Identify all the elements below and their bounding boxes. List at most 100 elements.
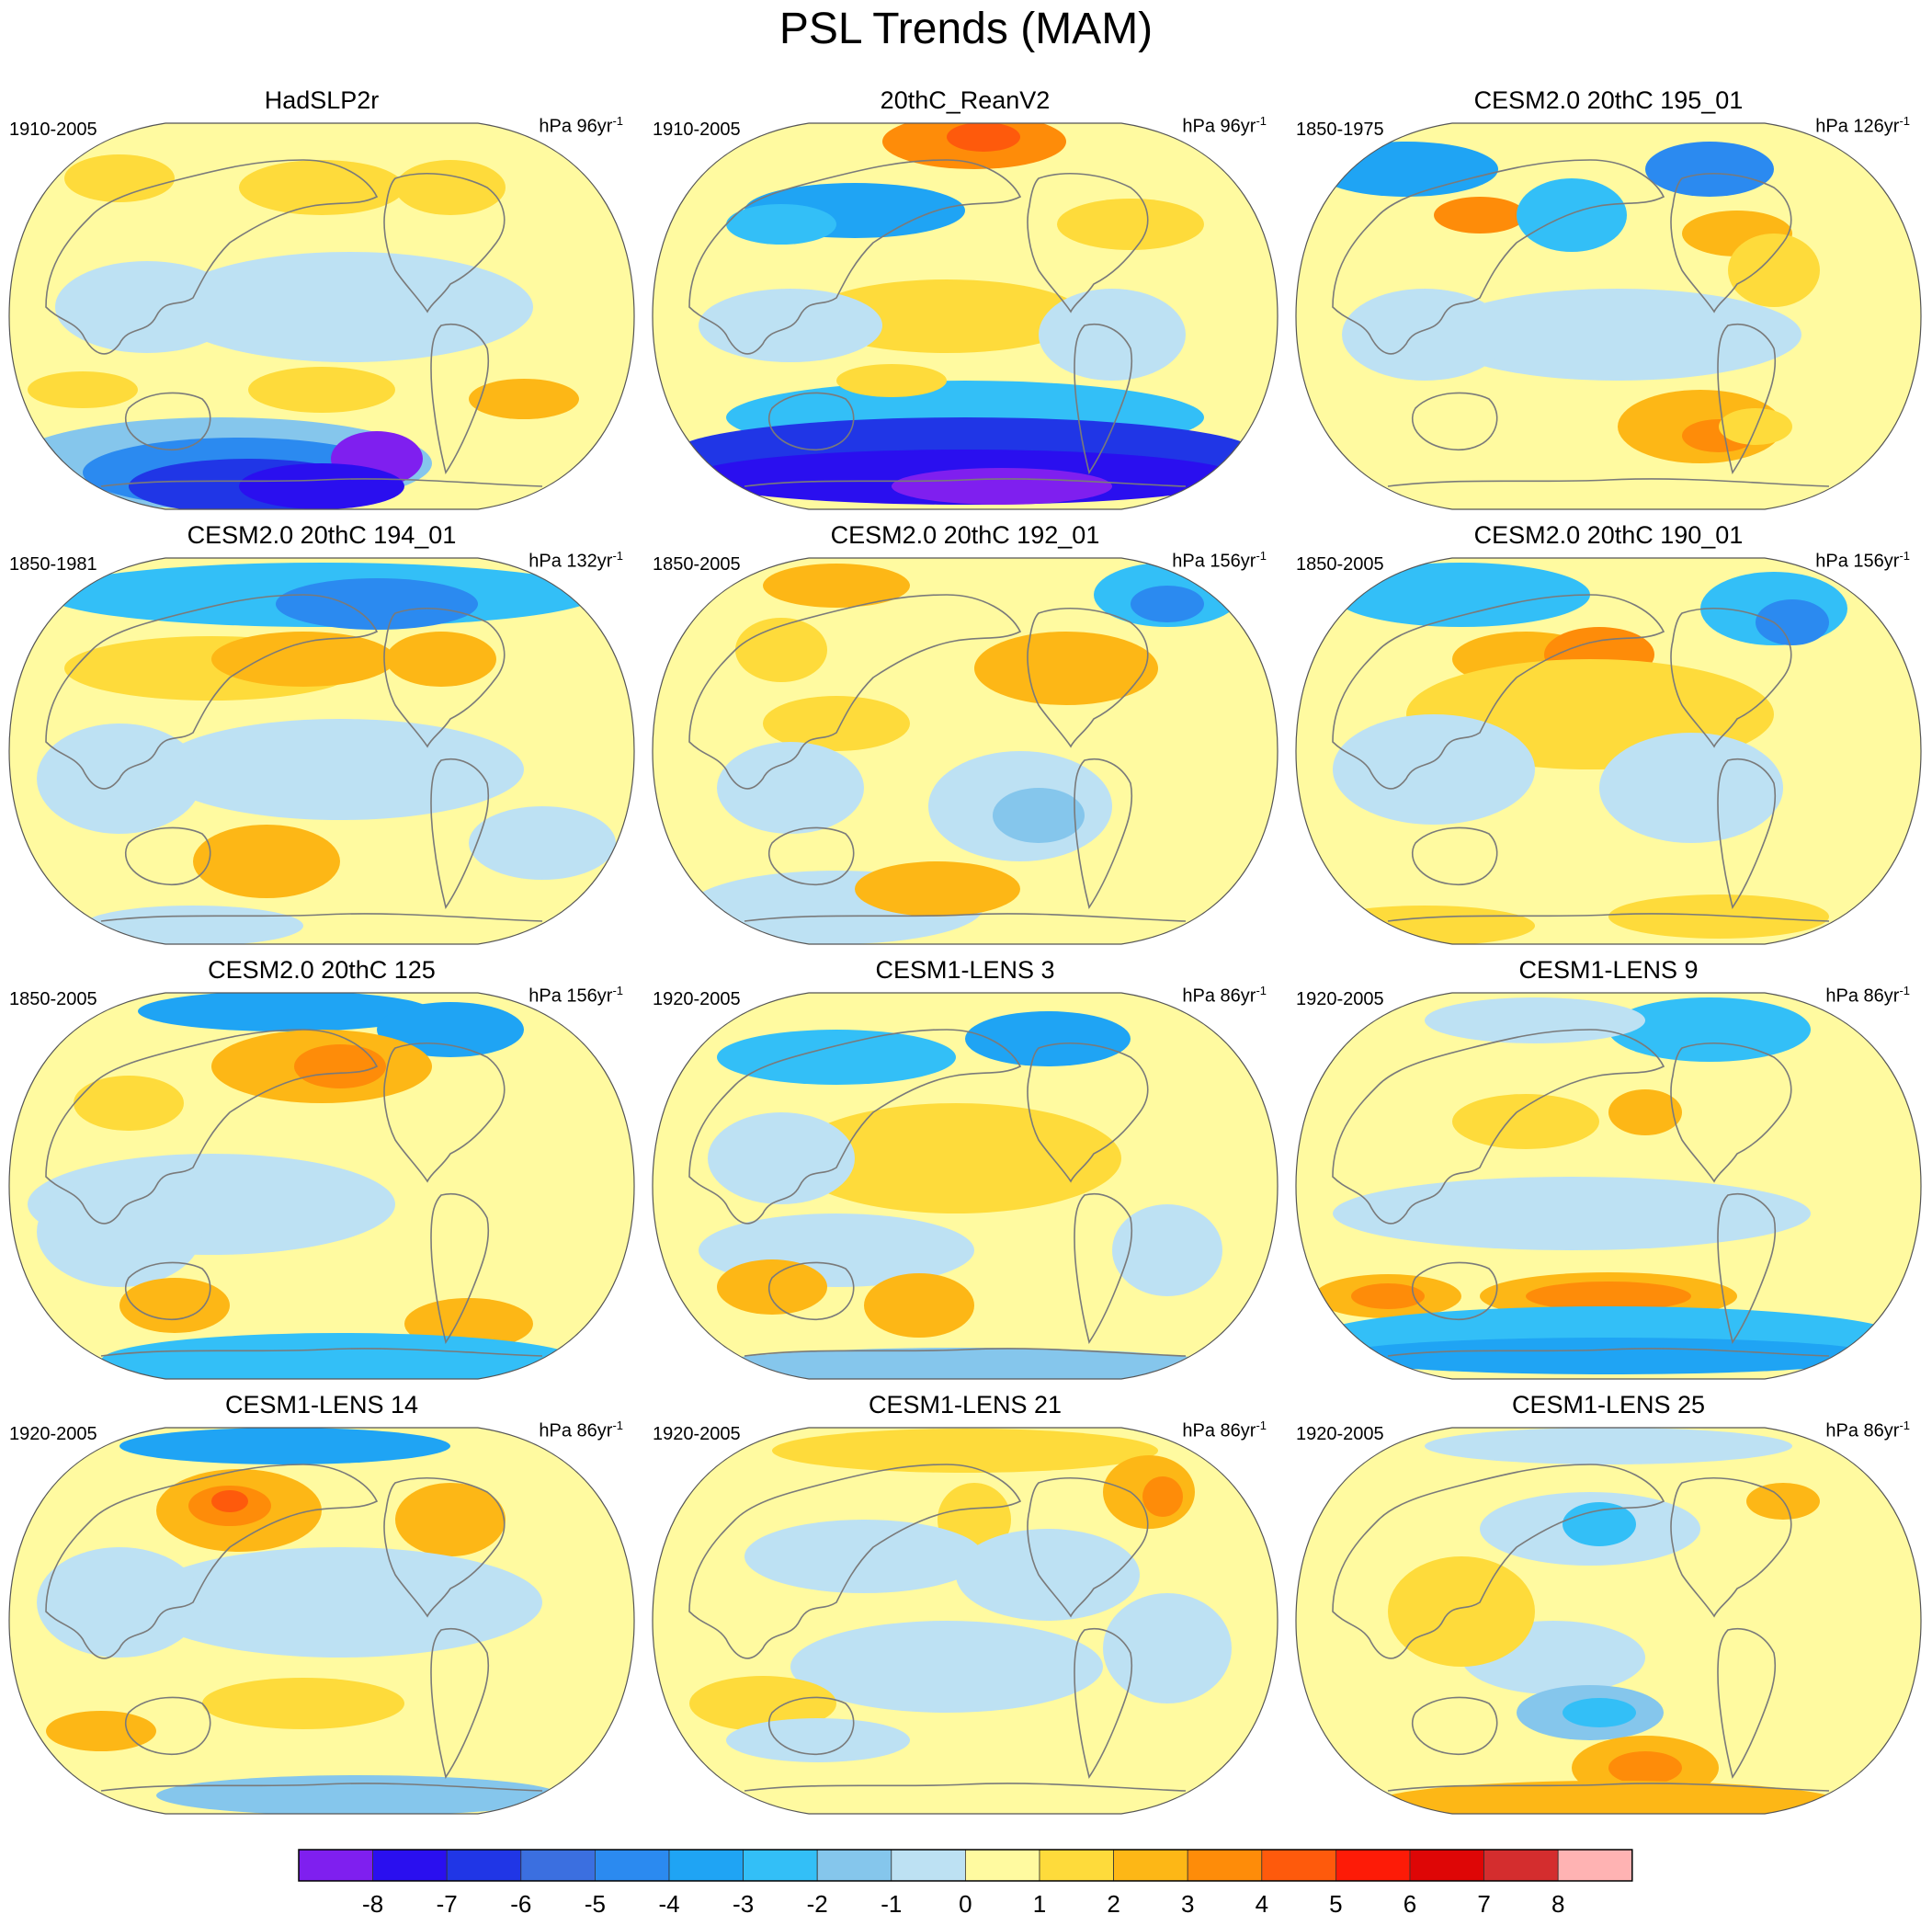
trend-contour bbox=[717, 1259, 827, 1315]
trend-contour bbox=[239, 463, 404, 509]
panel-units: hPa 86yr-1 bbox=[1825, 984, 1910, 1007]
trend-contour bbox=[1351, 1283, 1425, 1309]
trend-contour bbox=[763, 696, 910, 751]
colorbar-tick-label: 4 bbox=[1256, 1890, 1268, 1914]
trend-contour bbox=[193, 825, 340, 898]
panel-units: hPa 96yr-1 bbox=[1182, 114, 1267, 137]
panel-title: CESM1-LENS 3 bbox=[875, 956, 1055, 984]
colorbar-tick-label: 7 bbox=[1477, 1890, 1490, 1914]
trend-contour bbox=[1563, 1502, 1636, 1546]
colorbar-swatch bbox=[816, 1849, 892, 1882]
map-border bbox=[8, 992, 635, 1380]
trend-contour bbox=[993, 788, 1085, 843]
colorbar-swatch bbox=[372, 1849, 448, 1882]
panel-units: hPa 86yr-1 bbox=[1182, 1418, 1267, 1441]
trend-contour bbox=[1608, 1089, 1682, 1135]
map-panel: CESM2.0 20thC 190_01 1850-2005 hPa 156yr… bbox=[1287, 521, 1930, 955]
colorbar-tick-label: 3 bbox=[1181, 1890, 1194, 1914]
map-border bbox=[1295, 557, 1922, 945]
colorbar-tick-label: -8 bbox=[362, 1890, 383, 1914]
trend-contour bbox=[202, 1678, 404, 1729]
map-panel: CESM1-LENS 25 1920-2005 hPa 86yr-1 bbox=[1287, 1391, 1930, 1825]
map-border bbox=[652, 557, 1279, 945]
trend-contour bbox=[1342, 289, 1507, 381]
colorbar-tick-label: -4 bbox=[658, 1890, 679, 1914]
panel-units: hPa 126yr-1 bbox=[1815, 114, 1910, 137]
trend-contour bbox=[947, 123, 1020, 152]
trend-contour bbox=[1333, 563, 1590, 627]
panel-units: hPa 86yr-1 bbox=[539, 1418, 623, 1441]
panel-title: CESM1-LENS 21 bbox=[868, 1391, 1063, 1418]
panel-units: hPa 96yr-1 bbox=[539, 114, 623, 137]
trend-contour bbox=[1719, 408, 1792, 445]
colorbar-tick-label: 0 bbox=[959, 1890, 972, 1914]
trend-contour bbox=[864, 1273, 974, 1338]
colorbar-swatch bbox=[1335, 1849, 1411, 1882]
trend-contour bbox=[248, 367, 395, 413]
trend-contour bbox=[469, 379, 579, 419]
trend-contour bbox=[1756, 599, 1829, 645]
figure-title: PSL Trends (MAM) bbox=[778, 5, 1154, 53]
map-canvas bbox=[8, 992, 635, 1380]
trend-contour bbox=[1333, 1338, 1884, 1374]
coastlines bbox=[1332, 594, 1830, 922]
coastlines bbox=[688, 1029, 1187, 1357]
trend-contour bbox=[156, 719, 524, 820]
panel-period: 1920-2005 bbox=[9, 1424, 97, 1444]
colorbar-tick-label: -5 bbox=[585, 1890, 606, 1914]
panel-units: hPa 132yr-1 bbox=[528, 549, 623, 572]
panel-units: hPa 156yr-1 bbox=[528, 984, 623, 1007]
map-panel: 20thC_ReanV2 1910-2005 hPa 96yr-1 bbox=[643, 86, 1287, 520]
colorbar-tick-label: 6 bbox=[1404, 1890, 1416, 1914]
trend-contour bbox=[790, 1103, 1121, 1213]
colorbar-tick-label: 2 bbox=[1107, 1890, 1119, 1914]
map-canvas bbox=[652, 992, 1279, 1380]
map-canvas bbox=[652, 557, 1279, 945]
trend-contour bbox=[37, 1177, 202, 1287]
trend-contour bbox=[74, 1076, 184, 1131]
trend-contour bbox=[1142, 1476, 1183, 1517]
trend-contour bbox=[211, 632, 395, 687]
colorbar-swatch bbox=[891, 1849, 966, 1882]
map-panel: HadSLP2r 1910-2005 hPa 96yr-1 bbox=[0, 86, 643, 520]
trend-contour bbox=[965, 1011, 1131, 1066]
colorbar-swatch bbox=[520, 1849, 596, 1882]
panel-period: 1850-1981 bbox=[9, 554, 97, 575]
colorbar-frame bbox=[298, 1849, 1633, 1882]
panel-title: CESM1-LENS 9 bbox=[1518, 956, 1699, 984]
panel-period: 1850-2005 bbox=[653, 554, 741, 575]
map-panel: CESM2.0 20thC 125 1850-2005 hPa 156yr-1 bbox=[0, 956, 643, 1390]
trend-contour bbox=[294, 1044, 386, 1088]
panel-period: 1850-1975 bbox=[1296, 120, 1384, 140]
trend-contour bbox=[211, 1490, 248, 1512]
panel-title: CESM2.0 20thC 190_01 bbox=[1473, 521, 1744, 549]
map-border bbox=[1295, 992, 1922, 1380]
trend-contour bbox=[1057, 199, 1204, 250]
coastlines bbox=[45, 1464, 543, 1792]
colorbar-tick-label: 8 bbox=[1551, 1890, 1564, 1914]
colorbar-tick-label: -3 bbox=[733, 1890, 754, 1914]
map-canvas bbox=[652, 1427, 1279, 1815]
trend-contour bbox=[1103, 1593, 1232, 1703]
colorbar-swatch bbox=[446, 1849, 522, 1882]
panel-title: CESM2.0 20thC 194_01 bbox=[187, 521, 457, 549]
trend-contour bbox=[735, 618, 827, 682]
coastlines bbox=[688, 594, 1187, 922]
panel-units: hPa 156yr-1 bbox=[1815, 549, 1910, 572]
map-canvas bbox=[1295, 122, 1922, 510]
map-panel: CESM1-LENS 14 1920-2005 hPa 86yr-1 bbox=[0, 1391, 643, 1825]
map-border bbox=[652, 122, 1279, 510]
map-canvas bbox=[8, 1427, 635, 1815]
map-panel: CESM1-LENS 21 1920-2005 hPa 86yr-1 bbox=[643, 1391, 1287, 1825]
trend-contour bbox=[386, 632, 496, 687]
trend-contour bbox=[239, 160, 404, 215]
panel-title: CESM1-LENS 25 bbox=[1511, 1391, 1706, 1418]
trend-contour bbox=[1452, 1094, 1599, 1149]
panel-units: hPa 86yr-1 bbox=[1825, 1418, 1910, 1441]
trend-contour bbox=[1388, 1556, 1535, 1667]
map-border bbox=[1295, 1427, 1922, 1815]
map-canvas bbox=[1295, 992, 1922, 1380]
trend-contour bbox=[138, 993, 432, 1031]
trend-contour bbox=[717, 742, 864, 834]
trend-contour bbox=[726, 204, 836, 245]
